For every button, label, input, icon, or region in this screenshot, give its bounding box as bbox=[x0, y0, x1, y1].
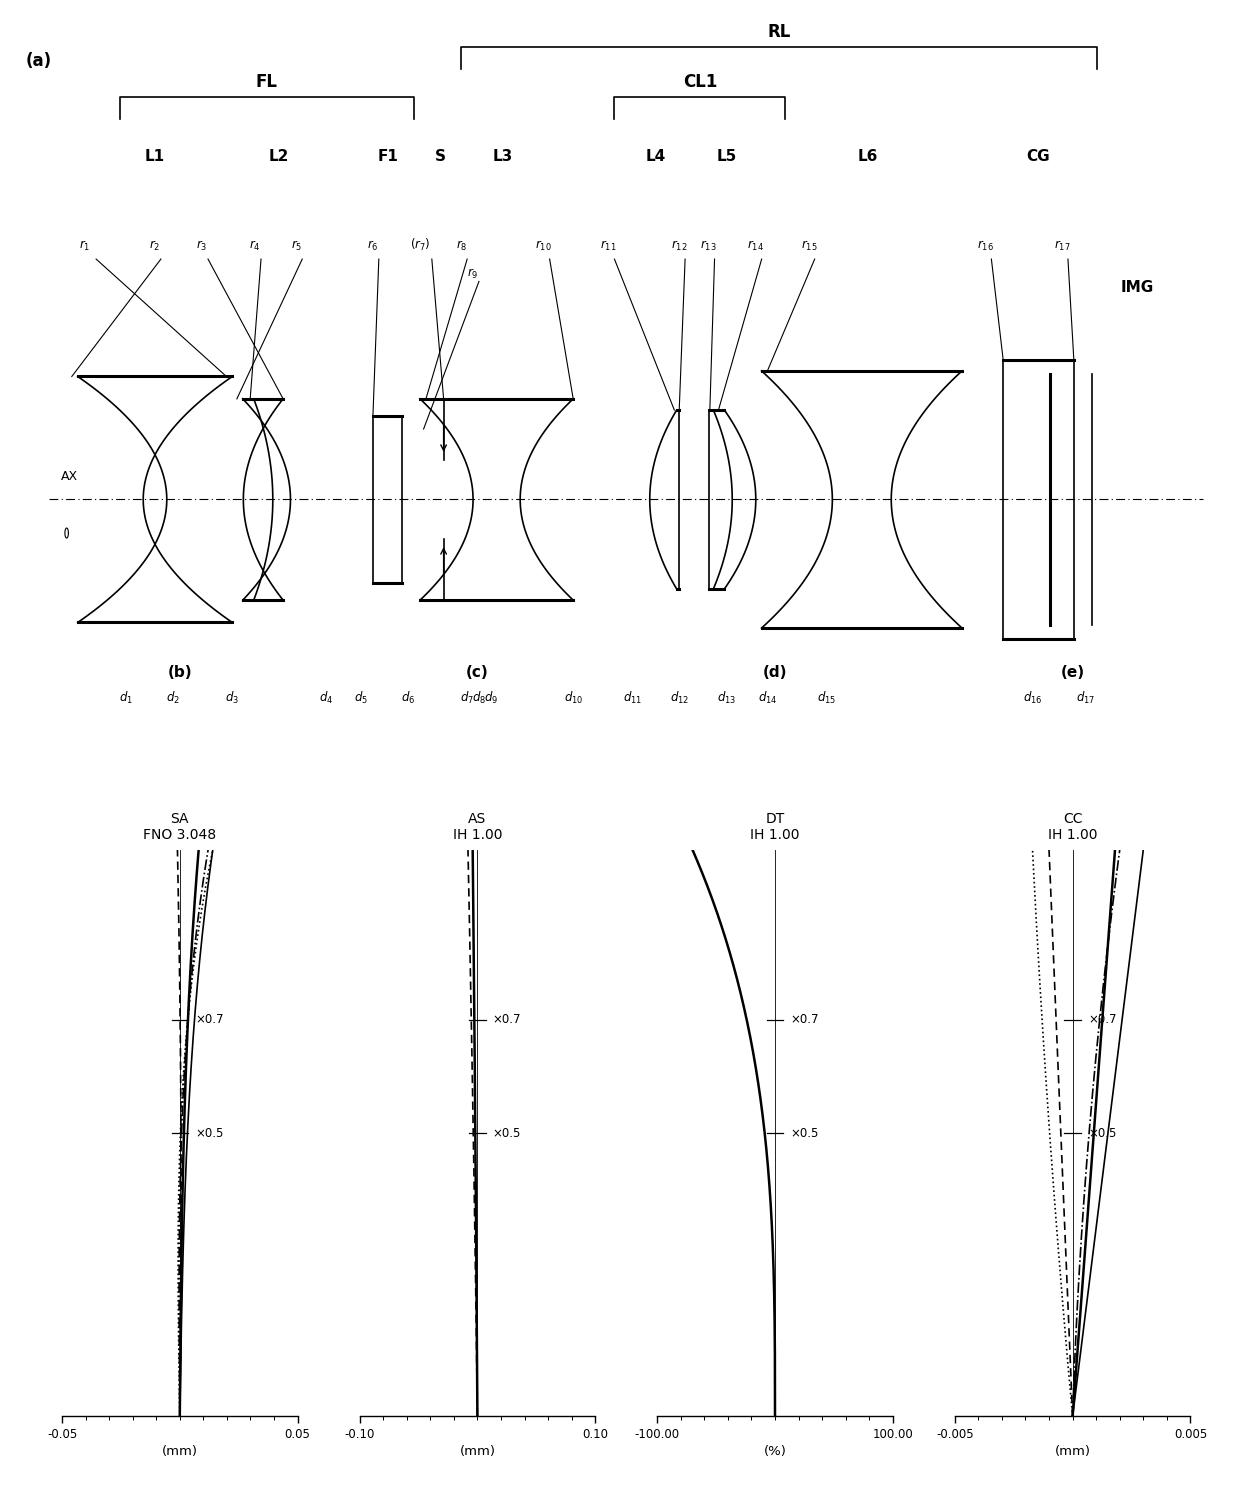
Text: IMG: IMG bbox=[1121, 279, 1154, 295]
Text: ×0.7: ×0.7 bbox=[790, 1014, 818, 1026]
X-axis label: (mm): (mm) bbox=[459, 1445, 496, 1458]
Text: $d_6$: $d_6$ bbox=[402, 689, 415, 705]
Text: (b): (b) bbox=[167, 665, 192, 680]
Text: $(r_7)$: $(r_7)$ bbox=[409, 237, 430, 253]
X-axis label: (%): (%) bbox=[764, 1445, 786, 1458]
Text: $d_3$: $d_3$ bbox=[224, 689, 238, 705]
Text: $r_6$: $r_6$ bbox=[367, 240, 378, 253]
Text: $d_{12}$: $d_{12}$ bbox=[670, 689, 688, 705]
Text: $d_7$: $d_7$ bbox=[460, 689, 474, 705]
Text: $d_2$: $d_2$ bbox=[166, 689, 180, 705]
X-axis label: (mm): (mm) bbox=[161, 1445, 198, 1458]
Text: ×0.7: ×0.7 bbox=[195, 1014, 223, 1026]
Text: $d_8$: $d_8$ bbox=[472, 689, 486, 705]
Text: AX: AX bbox=[61, 470, 78, 483]
Text: L4: L4 bbox=[646, 149, 666, 164]
Text: L1: L1 bbox=[145, 149, 165, 164]
Text: $r_3$: $r_3$ bbox=[196, 240, 208, 253]
Text: ×0.7: ×0.7 bbox=[1087, 1014, 1116, 1026]
Text: $d_{16}$: $d_{16}$ bbox=[1023, 689, 1043, 705]
Text: $r_{14}$: $r_{14}$ bbox=[748, 240, 764, 253]
Text: $r_9$: $r_9$ bbox=[467, 267, 479, 282]
Text: L2: L2 bbox=[269, 149, 289, 164]
Text: $r_2$: $r_2$ bbox=[149, 240, 161, 253]
Text: F1: F1 bbox=[378, 149, 399, 164]
Text: $r_{13}$: $r_{13}$ bbox=[701, 240, 717, 253]
Text: $d_1$: $d_1$ bbox=[119, 689, 133, 705]
Text: $r_{16}$: $r_{16}$ bbox=[977, 240, 994, 253]
Text: $d_4$: $d_4$ bbox=[319, 689, 332, 705]
Text: CL1: CL1 bbox=[683, 73, 717, 91]
Text: $r_4$: $r_4$ bbox=[249, 240, 260, 253]
Text: $d_5$: $d_5$ bbox=[355, 689, 368, 705]
Text: ×0.7: ×0.7 bbox=[492, 1014, 521, 1026]
Text: L3: L3 bbox=[492, 149, 512, 164]
Text: (a): (a) bbox=[25, 52, 52, 70]
Text: FL: FL bbox=[255, 73, 278, 91]
Text: $r_5$: $r_5$ bbox=[290, 240, 303, 253]
Title: DT
IH 1.00: DT IH 1.00 bbox=[750, 811, 800, 842]
X-axis label: (mm): (mm) bbox=[1054, 1445, 1091, 1458]
Title: CC
IH 1.00: CC IH 1.00 bbox=[1048, 811, 1097, 842]
Text: ×0.5: ×0.5 bbox=[790, 1127, 818, 1139]
Text: L6: L6 bbox=[858, 149, 878, 164]
Text: $d_9$: $d_9$ bbox=[484, 689, 497, 705]
Text: ×0.5: ×0.5 bbox=[492, 1127, 521, 1139]
Text: $d_{10}$: $d_{10}$ bbox=[563, 689, 583, 705]
Text: ×0.5: ×0.5 bbox=[195, 1127, 223, 1139]
Title: SA
FNO 3.048: SA FNO 3.048 bbox=[144, 811, 216, 842]
Text: $r_{10}$: $r_{10}$ bbox=[536, 240, 552, 253]
Text: CG: CG bbox=[1027, 149, 1050, 164]
Text: (c): (c) bbox=[466, 665, 489, 680]
Text: $d_{11}$: $d_{11}$ bbox=[622, 689, 641, 705]
Text: $d_{14}$: $d_{14}$ bbox=[758, 689, 777, 705]
Title: AS
IH 1.00: AS IH 1.00 bbox=[453, 811, 502, 842]
Text: (e): (e) bbox=[1060, 665, 1085, 680]
Text: $d_{13}$: $d_{13}$ bbox=[717, 689, 737, 705]
Text: $d_{17}$: $d_{17}$ bbox=[1076, 689, 1095, 705]
Text: $r_1$: $r_1$ bbox=[78, 240, 91, 253]
Text: S: S bbox=[434, 149, 445, 164]
Text: L5: L5 bbox=[717, 149, 737, 164]
Text: ×0.5: ×0.5 bbox=[1087, 1127, 1116, 1139]
Text: $r_{17}$: $r_{17}$ bbox=[1054, 240, 1070, 253]
Text: $d_{15}$: $d_{15}$ bbox=[817, 689, 836, 705]
Text: $r_{11}$: $r_{11}$ bbox=[600, 240, 616, 253]
Text: $r_{15}$: $r_{15}$ bbox=[801, 240, 817, 253]
Text: RL: RL bbox=[768, 22, 791, 42]
Text: (d): (d) bbox=[763, 665, 787, 680]
Text: $r_{12}$: $r_{12}$ bbox=[671, 240, 687, 253]
Text: $r_8$: $r_8$ bbox=[455, 240, 467, 253]
